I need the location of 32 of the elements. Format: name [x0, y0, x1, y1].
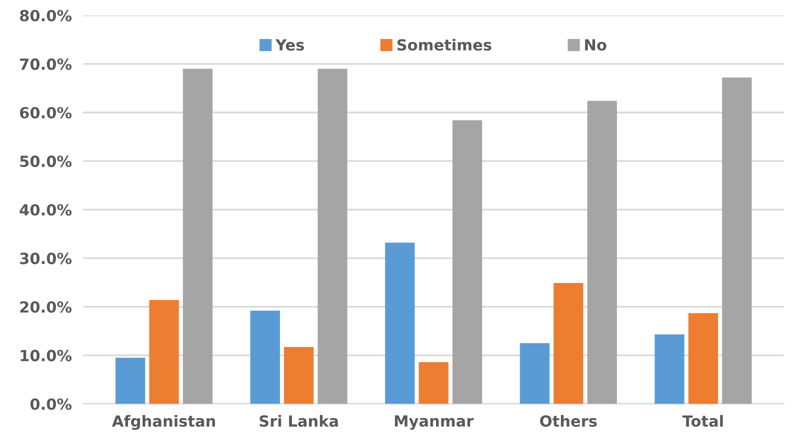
- bar: [385, 242, 415, 404]
- bar: [318, 68, 348, 404]
- y-tick-label: 10.0%: [20, 350, 72, 362]
- bar: [452, 120, 482, 404]
- legend-label: Yes: [275, 39, 304, 51]
- bar: [149, 300, 179, 404]
- y-tick-label: 20.0%: [20, 301, 72, 313]
- y-tick-label: 70.0%: [20, 58, 72, 70]
- bar: [722, 78, 752, 404]
- bar: [284, 347, 314, 404]
- x-tick-label: Others: [540, 414, 597, 427]
- legend-label: No: [585, 39, 606, 51]
- bar: [520, 343, 550, 404]
- bar: [554, 282, 584, 404]
- y-tick-label: 0.0%: [30, 398, 72, 410]
- bar: [654, 334, 684, 404]
- y-tick-label: 50.0%: [20, 156, 72, 168]
- x-tick-label: Total: [682, 414, 723, 427]
- bar: [182, 68, 213, 404]
- bar: [418, 362, 448, 404]
- bar: [116, 358, 146, 404]
- x-tick-label: Afghanistan: [112, 414, 215, 430]
- bar: [250, 310, 280, 404]
- bar: [587, 100, 617, 404]
- legend-label: Sometimes: [397, 38, 492, 51]
- bar: [688, 313, 718, 404]
- y-tick-label: 30.0%: [20, 252, 72, 264]
- x-tick-label: Myanmar: [394, 415, 474, 430]
- x-tick-label: Sri Lanka: [260, 414, 338, 427]
- y-tick-label: 60.0%: [20, 106, 72, 119]
- y-tick-label: 80.0%: [20, 10, 72, 22]
- y-tick-label: 40.0%: [20, 204, 72, 216]
